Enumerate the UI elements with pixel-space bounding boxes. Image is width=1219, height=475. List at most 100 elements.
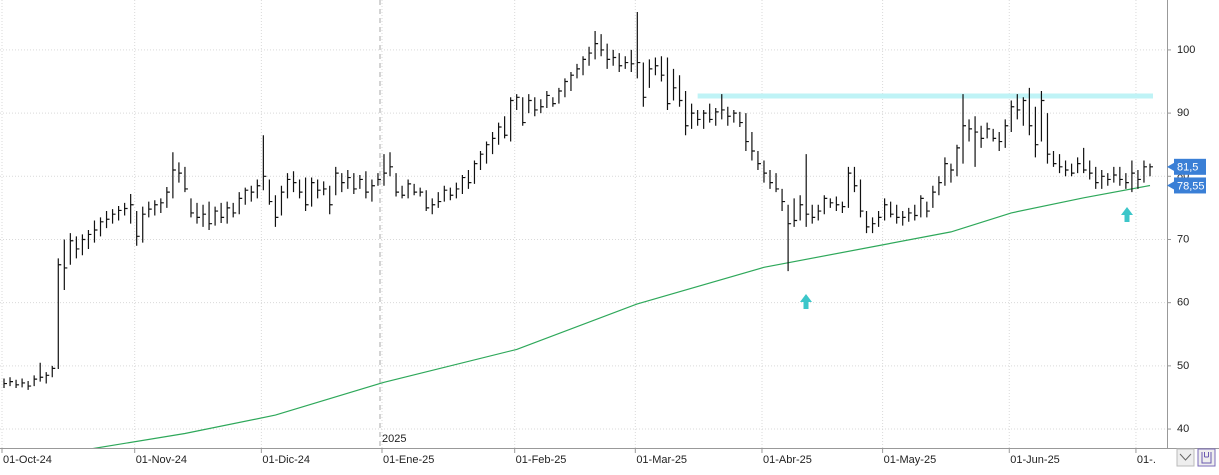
price-bar bbox=[57, 258, 62, 370]
price-bar bbox=[335, 166, 339, 196]
price-bar bbox=[93, 220, 98, 243]
x-tick-label: 01-Ene-25 bbox=[383, 454, 434, 466]
y-tick-label: 40 bbox=[1177, 423, 1189, 435]
last-price-label-box bbox=[1174, 158, 1206, 175]
price-bar bbox=[811, 204, 816, 224]
price-bar bbox=[980, 125, 985, 148]
price-bar bbox=[666, 57, 671, 110]
icon bbox=[1179, 453, 1192, 461]
price-bar bbox=[172, 152, 176, 199]
price-bar bbox=[1149, 163, 1153, 177]
x-tick-label: 01-Abr-25 bbox=[763, 454, 812, 466]
price-bar bbox=[612, 49, 617, 66]
price-bar bbox=[166, 187, 170, 208]
price-bar bbox=[763, 160, 767, 183]
price-bar bbox=[280, 185, 285, 216]
price-bar bbox=[871, 217, 876, 234]
up-arrow bbox=[1121, 207, 1133, 222]
price-bar bbox=[99, 217, 104, 237]
price-bar bbox=[329, 185, 333, 215]
price-bar bbox=[1107, 173, 1111, 186]
last-price-label-pointer bbox=[1167, 162, 1174, 171]
price-bar bbox=[751, 132, 755, 161]
price-bar bbox=[944, 157, 948, 186]
price-bar bbox=[371, 179, 375, 202]
price-bar bbox=[992, 128, 997, 142]
price-bar bbox=[576, 63, 580, 79]
price-bar bbox=[485, 141, 490, 164]
y-tick-label: 90 bbox=[1177, 107, 1189, 119]
price-bar bbox=[202, 204, 207, 227]
price-bar bbox=[691, 103, 695, 129]
x-tick-label: 01-May-25 bbox=[884, 454, 937, 466]
price-bar bbox=[250, 185, 255, 202]
price-bar bbox=[721, 94, 725, 120]
price-bar bbox=[377, 173, 381, 186]
price-bar bbox=[69, 233, 74, 265]
price-bar bbox=[697, 109, 701, 126]
price-bar bbox=[87, 230, 92, 249]
y-tick-label: 60 bbox=[1177, 297, 1189, 309]
price-bar bbox=[365, 171, 369, 199]
price-bar bbox=[323, 181, 327, 196]
up-arrow bbox=[800, 294, 812, 309]
price-bar bbox=[262, 135, 267, 191]
price-bar bbox=[630, 49, 635, 73]
price-bar bbox=[413, 183, 418, 196]
price-bar bbox=[142, 206, 146, 243]
price-bar bbox=[1119, 166, 1123, 186]
price-bar bbox=[799, 195, 804, 221]
price-bar bbox=[974, 116, 979, 167]
price-bar bbox=[1083, 147, 1087, 174]
price-bar bbox=[401, 185, 406, 199]
price-bar bbox=[1052, 151, 1057, 167]
price-bar bbox=[1028, 87, 1033, 136]
price-bar bbox=[847, 166, 852, 208]
price-bar bbox=[1077, 157, 1081, 174]
x-tick-label: 01-Nov-24 bbox=[136, 454, 187, 466]
price-bar bbox=[136, 211, 140, 246]
price-bar bbox=[437, 192, 442, 208]
price-bar bbox=[395, 173, 400, 197]
price-bar bbox=[178, 162, 182, 183]
price-bar bbox=[244, 187, 249, 205]
price-bar bbox=[884, 198, 888, 221]
price-bar bbox=[105, 211, 110, 229]
zoom-button[interactable] bbox=[1176, 448, 1195, 467]
x-tick-label: 01-Jun-25 bbox=[1010, 454, 1060, 466]
price-bar bbox=[1143, 160, 1147, 183]
price-bar bbox=[27, 381, 32, 390]
price-bar bbox=[938, 176, 942, 196]
price-bar bbox=[781, 188, 786, 212]
price-bar bbox=[268, 179, 273, 205]
price-bar bbox=[232, 202, 237, 218]
price-bar bbox=[160, 198, 164, 213]
price-bar bbox=[570, 72, 574, 91]
price-bar bbox=[39, 362, 44, 382]
price-bar bbox=[908, 207, 912, 222]
price-bar bbox=[540, 99, 544, 114]
price-bar bbox=[1070, 163, 1075, 177]
price-bar bbox=[407, 179, 412, 199]
price-bar bbox=[516, 94, 520, 110]
price-bar bbox=[835, 196, 840, 212]
x-tick-label: 01-Mar-25 bbox=[636, 454, 687, 466]
price-bar bbox=[81, 234, 86, 256]
price-bar bbox=[672, 68, 677, 101]
price-bar bbox=[383, 154, 387, 186]
price-bar bbox=[914, 204, 918, 221]
price-bar bbox=[455, 182, 460, 199]
price-bar bbox=[890, 201, 894, 218]
price-bar bbox=[124, 202, 128, 216]
price-bar bbox=[703, 109, 707, 129]
price-bar bbox=[148, 201, 152, 218]
price-bar bbox=[1095, 166, 1099, 189]
price-bar bbox=[473, 160, 478, 184]
price-bar bbox=[654, 57, 659, 76]
price-bar bbox=[317, 179, 321, 199]
price-bar bbox=[298, 179, 303, 199]
price-bar bbox=[304, 177, 309, 212]
price-bar bbox=[648, 59, 653, 88]
